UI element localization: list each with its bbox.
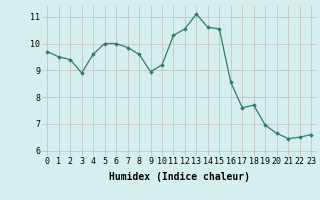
X-axis label: Humidex (Indice chaleur): Humidex (Indice chaleur) (109, 172, 250, 182)
